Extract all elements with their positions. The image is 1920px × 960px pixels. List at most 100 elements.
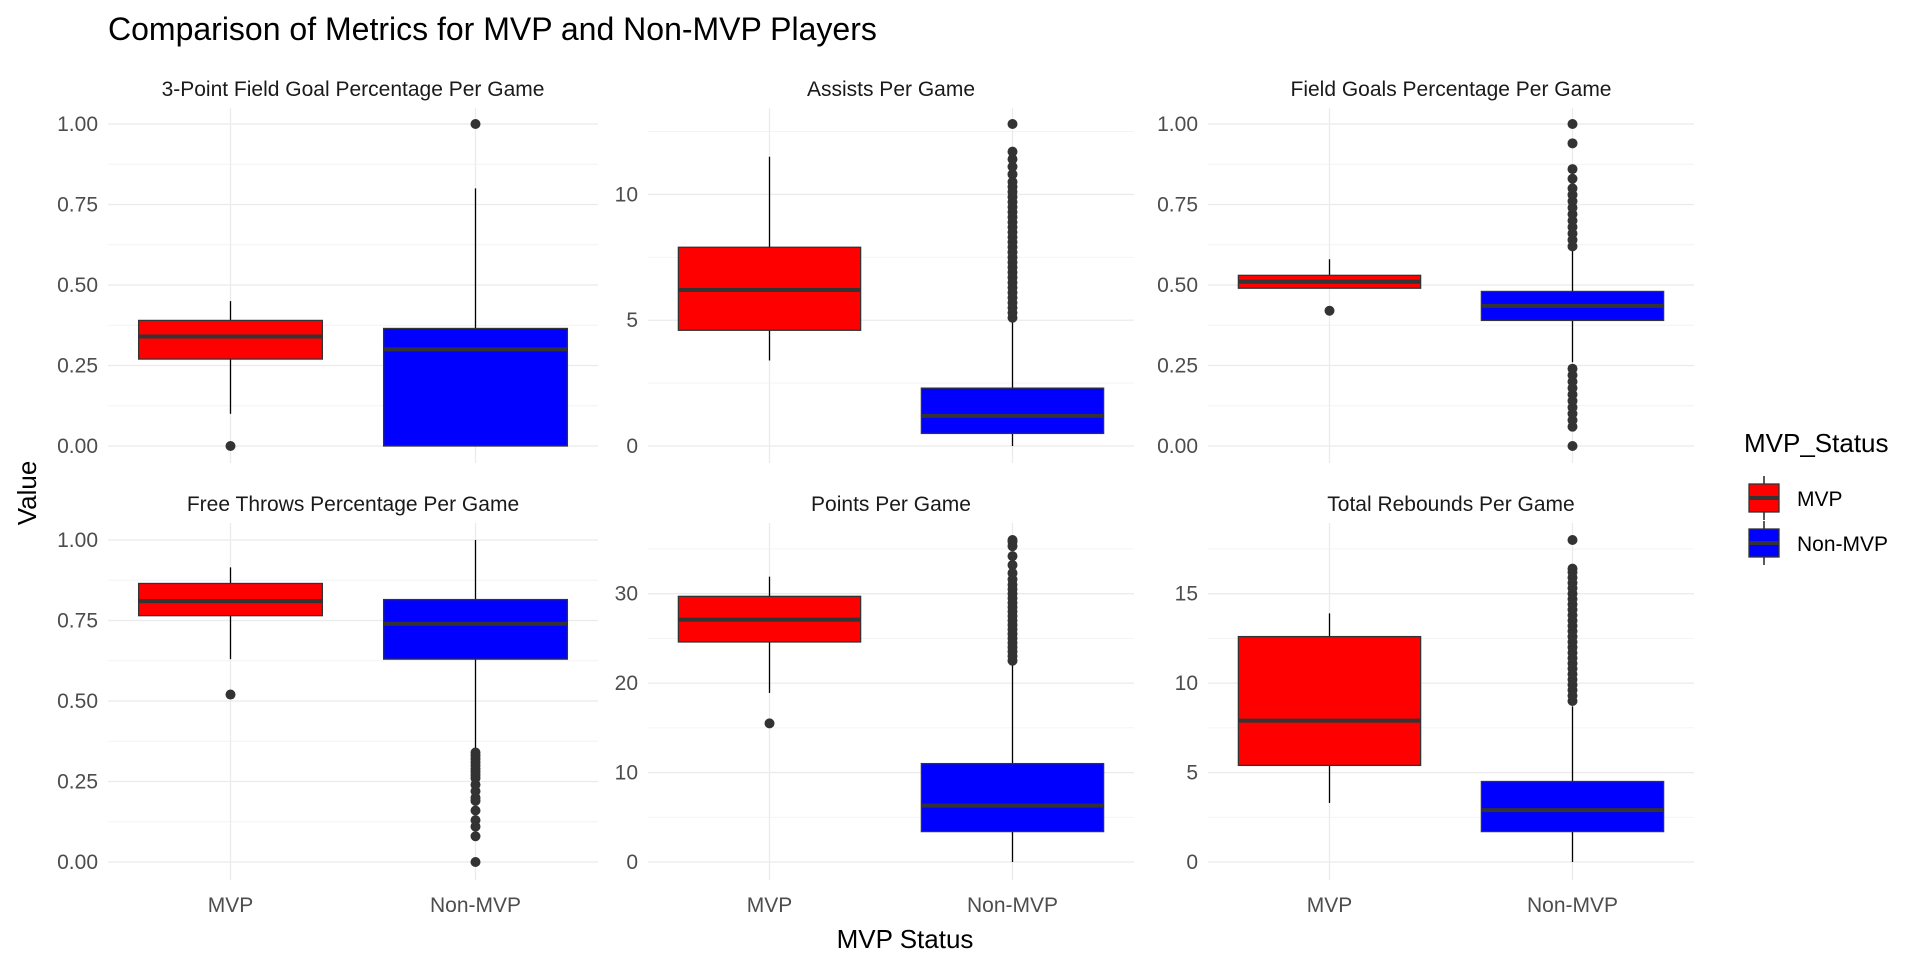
facet-title: Field Goals Percentage Per Game <box>1291 78 1612 101</box>
box-mvp <box>137 567 324 700</box>
x-tick-label: MVP <box>208 894 254 917</box>
box-body <box>920 762 1105 833</box>
outlier-point <box>470 831 481 842</box>
outlier-point <box>225 441 236 451</box>
y-tick-label: 0.25 <box>57 355 98 378</box>
facet-panel-2: Assists Per Game 0 5 10 <box>615 78 1134 463</box>
y-tick-label: 0 <box>626 851 638 874</box>
outlier-point <box>1567 183 1578 194</box>
box-mvp <box>677 576 862 729</box>
outlier-point <box>470 815 481 826</box>
facet-panel-4: Free Throws Percentage Per Game 0.00 0.25 0… <box>57 493 598 917</box>
outlier-point <box>1567 138 1578 149</box>
outlier-point <box>1567 535 1578 545</box>
legend-item-non-mvp: Non-MVP <box>1748 521 1888 565</box>
box-body <box>1480 780 1665 833</box>
outlier-point <box>1007 551 1018 562</box>
y-tick-label: 0.75 <box>1157 194 1198 217</box>
facet-panel-1: 3-Point Field Goal Percentage Per Game 0.… <box>57 78 598 463</box>
facet-title: 3-Point Field Goal Percentage Per Game <box>162 78 545 101</box>
outlier-point <box>764 718 775 729</box>
outlier-point <box>1567 441 1578 451</box>
y-tick-label: 0.00 <box>57 435 98 458</box>
outlier-point <box>1007 568 1018 579</box>
legend-label: Non-MVP <box>1797 533 1888 556</box>
outlier-point <box>470 805 481 816</box>
outlier-point <box>1007 535 1018 545</box>
outlier-point <box>1007 119 1018 129</box>
outlier-point <box>1567 363 1578 374</box>
box-non-mvp <box>1480 119 1665 451</box>
x-tick-label: Non-MVP <box>1527 894 1618 917</box>
y-tick-label: 0 <box>1186 851 1198 874</box>
y-tick-label: 1.00 <box>57 529 98 552</box>
outlier-point <box>1007 154 1018 165</box>
outlier-point <box>1007 161 1018 172</box>
y-tick-label: 0.75 <box>57 194 98 217</box>
x-tick-label: MVP <box>1307 894 1353 917</box>
box-body <box>137 319 324 360</box>
y-tick-label: 10 <box>1175 672 1198 695</box>
y-tick-label: 15 <box>1175 583 1198 606</box>
outlier-point <box>1007 169 1018 180</box>
legend-title: MVP_Status <box>1744 428 1889 458</box>
y-tick-label: 0.00 <box>57 851 98 874</box>
y-tick-label: 10 <box>615 183 638 206</box>
facet-title: Points Per Game <box>811 493 971 516</box>
box-mvp <box>677 156 862 361</box>
box-body <box>382 598 569 660</box>
x-tick-label: MVP <box>747 894 793 917</box>
outlier-point <box>225 689 236 700</box>
y-tick-label: 10 <box>615 762 638 785</box>
box-body <box>382 327 569 447</box>
y-tick-label: 0.50 <box>57 690 98 713</box>
y-tick-label: 30 <box>615 583 638 606</box>
box-non-mvp <box>920 535 1105 862</box>
facet-panels: 3-Point Field Goal Percentage Per Game 0.… <box>57 78 1694 917</box>
facet-title: Free Throws Percentage Per Game <box>187 493 519 516</box>
outlier-point <box>1567 563 1578 574</box>
box-non-mvp <box>382 119 569 447</box>
facet-title: Total Rebounds Per Game <box>1327 493 1574 516</box>
facet-panel-5: Points Per Game 0 10 20 30 MVP Non-MVP <box>615 493 1134 917</box>
outlier-point <box>1567 173 1578 184</box>
y-tick-label: 5 <box>1186 762 1198 785</box>
y-tick-label: 0.50 <box>1157 274 1198 297</box>
box-mvp <box>1237 259 1422 316</box>
outlier-point <box>470 857 481 867</box>
box-non-mvp <box>382 540 569 867</box>
outlier-point <box>1567 119 1578 129</box>
y-tick-label: 20 <box>615 672 638 695</box>
y-tick-label: 5 <box>626 309 638 332</box>
y-axis-title: Value <box>12 461 42 526</box>
facet-panel-6: Total Rebounds Per Game 0 5 10 15 MVP Non-MVP <box>1175 493 1694 917</box>
box-mvp <box>1237 613 1422 803</box>
box-body <box>920 387 1105 435</box>
box-non-mvp <box>1480 535 1665 862</box>
outlier-point <box>1007 146 1018 157</box>
y-tick-label: 0.50 <box>57 274 98 297</box>
box-non-mvp <box>920 119 1105 446</box>
y-tick-label: 0.25 <box>57 771 98 794</box>
y-tick-label: 0.00 <box>1157 435 1198 458</box>
x-axis-title: MVP Status <box>837 924 974 954</box>
outlier-point <box>1567 164 1578 175</box>
legend-label: MVP <box>1797 488 1843 511</box>
outlier-point <box>1007 560 1018 571</box>
outlier-point <box>1324 305 1335 316</box>
legend-item-mvp: MVP <box>1748 476 1843 520</box>
outlier-point <box>1007 176 1018 187</box>
chart-title: Comparison of Metrics for MVP and Non-MV… <box>108 11 877 47</box>
x-tick-label: Non-MVP <box>967 894 1058 917</box>
outlier-point <box>470 119 481 129</box>
outlier-point <box>470 747 481 758</box>
facet-title: Assists Per Game <box>807 78 975 101</box>
y-tick-label: 0.25 <box>1157 355 1198 378</box>
legend: MVP_Status MVP Non-MVP <box>1744 428 1889 565</box>
y-tick-label: 1.00 <box>1157 113 1198 136</box>
box-body <box>1237 635 1422 767</box>
y-tick-label: 0.75 <box>57 610 98 633</box>
y-tick-label: 1.00 <box>57 113 98 136</box>
x-tick-label: Non-MVP <box>430 894 521 917</box>
